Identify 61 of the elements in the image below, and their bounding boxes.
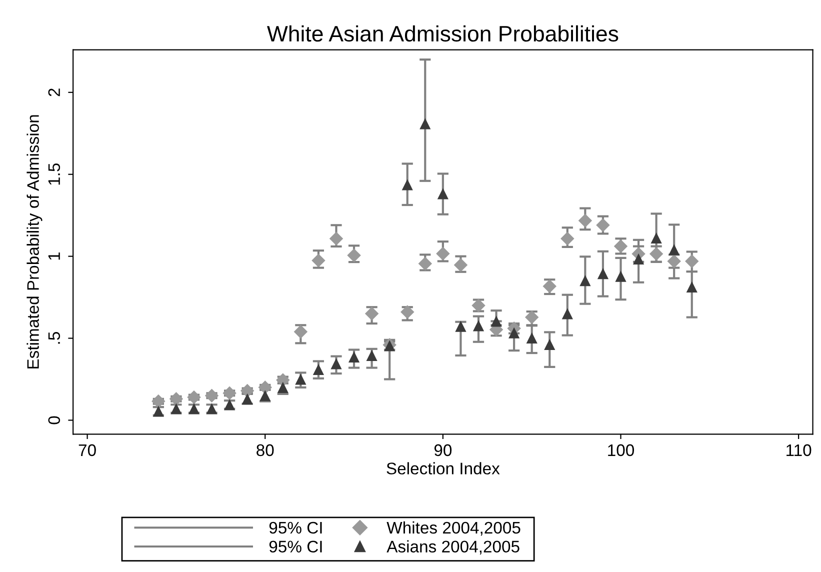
point (402, 179, 413, 190)
point (454, 258, 468, 272)
chart-title: White Asian Admission Probabilities (267, 25, 618, 42)
y-axis-title: Estimated Probability of Admission (26, 115, 42, 368)
point (615, 270, 626, 282)
x-tick-label: 110 (786, 444, 812, 456)
x-tick-label: 100 (608, 444, 634, 456)
point (277, 382, 288, 393)
x-tick-label: 80 (256, 444, 274, 456)
legend-label: Whites 2004,2005 (386, 521, 520, 536)
point (685, 254, 699, 268)
y-tick-label: .5 (48, 332, 60, 344)
point (204, 388, 219, 402)
point (240, 384, 254, 398)
point (420, 118, 431, 130)
point (455, 320, 466, 332)
point (312, 364, 324, 375)
legend-label: Asians 2004,2005 (386, 540, 520, 554)
point (169, 392, 184, 406)
y-tick-label: 1.5 (48, 163, 60, 185)
point (544, 338, 556, 350)
point (152, 394, 166, 408)
point (578, 214, 592, 228)
y-tick-label: 1 (48, 252, 60, 260)
point (650, 232, 662, 244)
point (348, 351, 360, 362)
point (490, 316, 502, 327)
point (222, 386, 236, 400)
point (418, 256, 432, 271)
point (686, 281, 698, 293)
point (668, 244, 680, 256)
point (437, 188, 448, 200)
point (526, 332, 538, 344)
y-tick-label: 0 (48, 416, 60, 424)
point (347, 248, 361, 262)
text: 95% CI (269, 522, 322, 534)
text: 95% CI (269, 540, 322, 553)
point (560, 232, 574, 246)
point (400, 305, 414, 319)
point (508, 327, 520, 338)
x-tick-label: 70 (78, 444, 96, 456)
x-tick-label: 90 (434, 444, 452, 456)
x-axis-title: Selection Index (386, 462, 500, 474)
point (312, 254, 326, 268)
point (580, 275, 591, 286)
point (562, 308, 573, 320)
point (330, 358, 342, 370)
point (187, 390, 201, 404)
point (436, 246, 450, 261)
point (294, 324, 308, 339)
point (258, 380, 272, 394)
point (276, 373, 290, 387)
point (366, 350, 378, 362)
point (596, 218, 610, 232)
point (295, 374, 306, 385)
point (472, 320, 484, 332)
y-tick-label: 2 (48, 88, 60, 96)
point (364, 306, 379, 321)
point (329, 232, 344, 246)
point (597, 268, 609, 280)
point (632, 253, 644, 264)
